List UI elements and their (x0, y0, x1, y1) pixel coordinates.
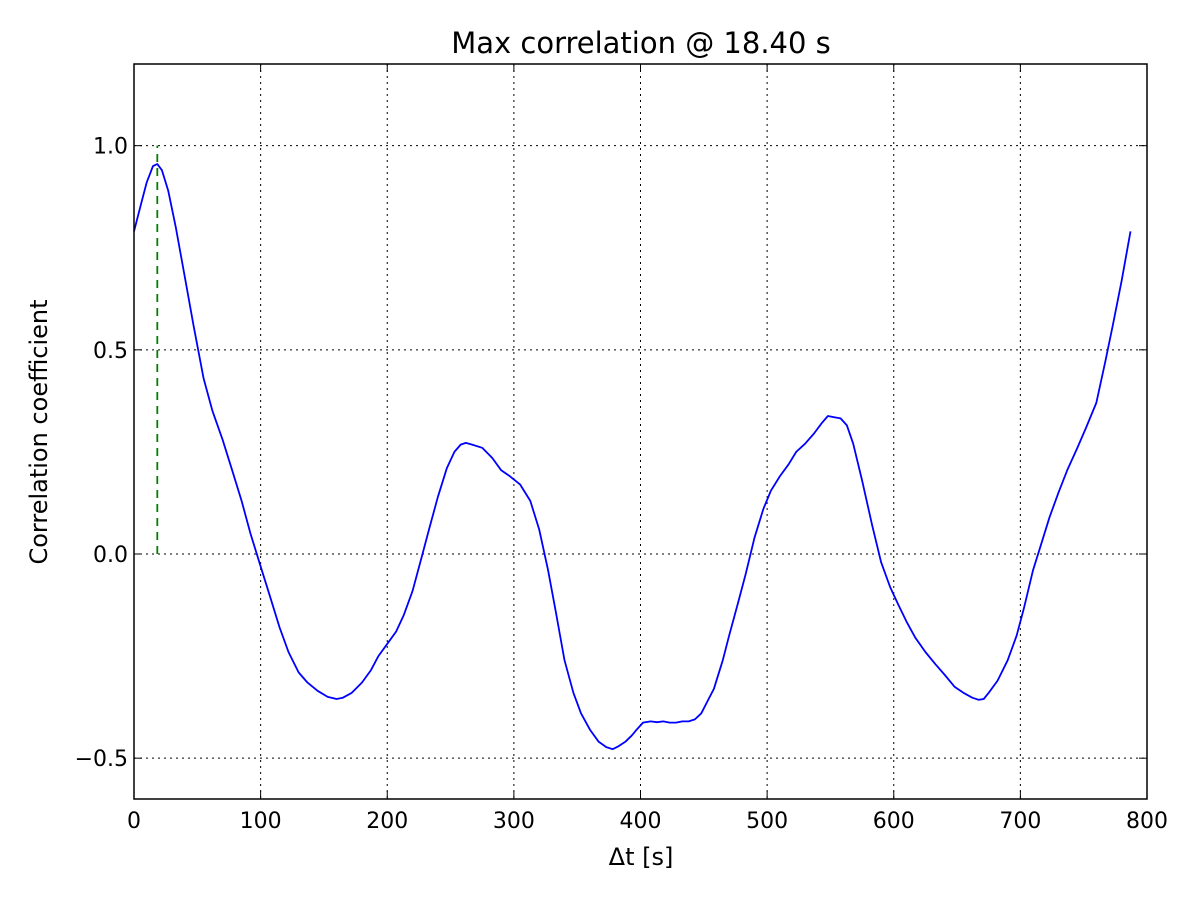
x-tick-label: 700 (999, 809, 1041, 834)
x-tick-label: 200 (366, 809, 408, 834)
y-tick-label: 0.0 (93, 543, 128, 568)
chart-title: Max correlation @ 18.40 s (451, 26, 831, 60)
x-tick-label: 100 (240, 809, 282, 834)
axis-ticks: 0 100 200 300 400 500 600 700 800 −0.5 0.0 0.5 1.0 (75, 64, 1168, 834)
y-tick-label: −0.5 (75, 747, 128, 772)
series-line (133, 163, 1132, 751)
x-tick-label: 800 (1126, 809, 1168, 834)
x-tick-label: 600 (873, 809, 915, 834)
grid (133, 64, 1148, 799)
x-tick-label: 500 (746, 809, 788, 834)
x-tick-label: 0 (127, 809, 141, 834)
x-tick-label: 400 (620, 809, 662, 834)
plot-area (133, 145, 1132, 751)
y-axis-label: Correlation coefficient (25, 299, 53, 564)
y-tick-label: 1.0 (93, 135, 128, 160)
y-tick-label: 0.5 (93, 339, 128, 364)
x-axis-label: Δt [s] (609, 843, 674, 871)
x-tick-label: 300 (493, 809, 535, 834)
